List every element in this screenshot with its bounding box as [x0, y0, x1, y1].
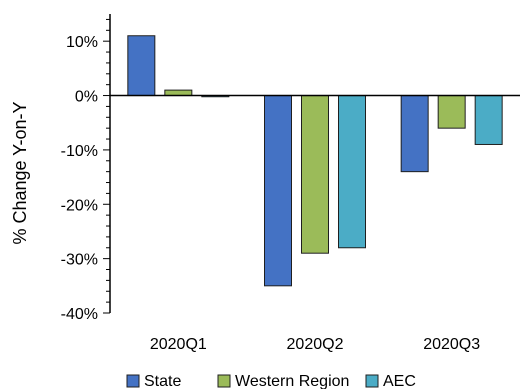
bar-state-2020q1 — [127, 35, 156, 97]
category-label: 2020Q3 — [423, 336, 480, 353]
bar-western-region-2020q1 — [164, 89, 193, 97]
bar-western-region-2020q3 — [437, 95, 466, 129]
y-tick-label: -20% — [61, 197, 98, 214]
bar-aec-2020q3 — [474, 95, 503, 145]
bar-western-region-2020q2 — [301, 95, 329, 254]
legend-label: AEC — [383, 373, 416, 389]
legend-swatch — [126, 374, 140, 388]
legend-label: Western Region — [235, 373, 349, 389]
y-ticks-layer: 10% 0% -10% -20% -30% -40% — [61, 18, 110, 323]
y-tick-label: -30% — [61, 252, 98, 269]
bar-state-2020q3 — [400, 95, 429, 173]
axes-layer — [109, 14, 520, 313]
category-label: 2020Q2 — [287, 336, 344, 353]
legend-swatch — [365, 374, 379, 388]
bar-state-2020q2 — [264, 95, 292, 287]
bars-layer — [127, 35, 503, 287]
y-tick-label: 10% — [66, 34, 98, 51]
legend: State Western Region AEC — [126, 373, 416, 389]
y-tick-label: -10% — [61, 143, 98, 160]
bar-aec-2020q2 — [338, 95, 366, 249]
legend-label: State — [144, 373, 181, 389]
y-tick-label: 0% — [75, 89, 98, 106]
y-tick-label: -40% — [61, 306, 98, 323]
category-label: 2020Q1 — [150, 336, 207, 353]
legend-swatch — [217, 374, 231, 388]
y-axis-title: % Change Y-on-Y — [10, 101, 30, 244]
category-labels-layer: 2020Q1 2020Q2 2020Q3 — [150, 336, 480, 353]
